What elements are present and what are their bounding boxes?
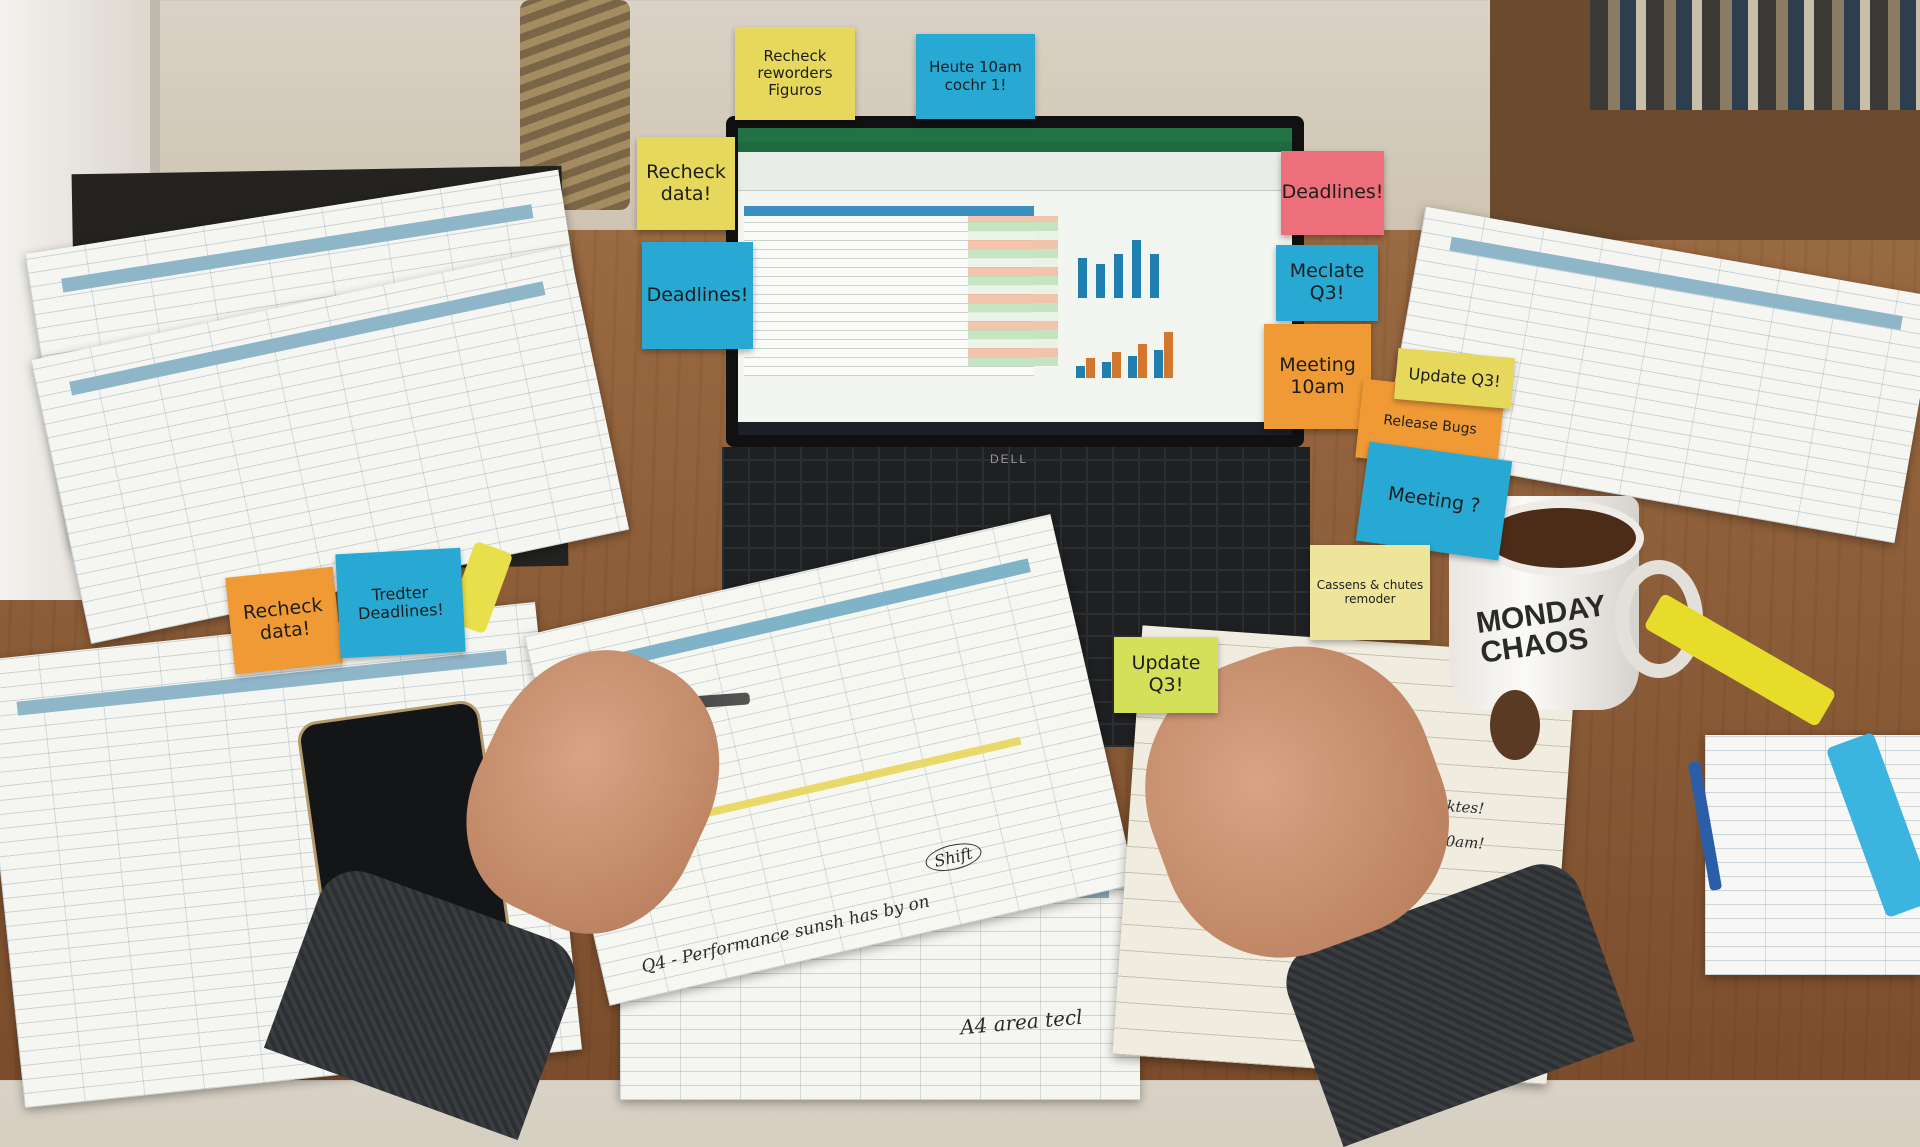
bar-chart (1068, 218, 1178, 298)
conditional-formatting-cells (968, 216, 1058, 366)
sticky-note: Cassens & chutes remoder (1310, 545, 1430, 640)
sticky-note: Meeting ? (1355, 441, 1513, 561)
sticky-note: Recheck data! (637, 137, 735, 230)
ribbon-tabs[interactable] (738, 142, 1292, 152)
spoon (1490, 690, 1540, 760)
laptop-screen[interactable] (726, 116, 1304, 447)
spreadsheet-window[interactable] (738, 128, 1292, 435)
sticky-note: Deadlines! (1281, 151, 1384, 235)
sheet-circle-note: Shift (922, 838, 984, 876)
sticky-note: Meclate Q3! (1276, 245, 1378, 321)
books (1590, 0, 1920, 110)
sticky-note: Tredter Deadlines! (335, 547, 466, 659)
laptop-logo: DELL (990, 452, 1029, 466)
sticky-note: Recheck reworders Figuros (735, 27, 855, 120)
combo-chart (1068, 318, 1178, 378)
sticky-note: Heute 10am cochr 1! (916, 34, 1035, 119)
taskbar[interactable] (738, 422, 1292, 435)
sticky-note: Deadlines! (642, 242, 753, 349)
sticky-note: Meeting 10am (1264, 324, 1371, 429)
sticky-note: Update Q3! (1114, 637, 1218, 713)
excel-title-bar (738, 128, 1292, 142)
sticky-note: Update Q3! (1394, 347, 1515, 410)
ribbon-toolbar[interactable] (738, 152, 1292, 191)
sticky-note: Recheck data! (225, 566, 343, 675)
